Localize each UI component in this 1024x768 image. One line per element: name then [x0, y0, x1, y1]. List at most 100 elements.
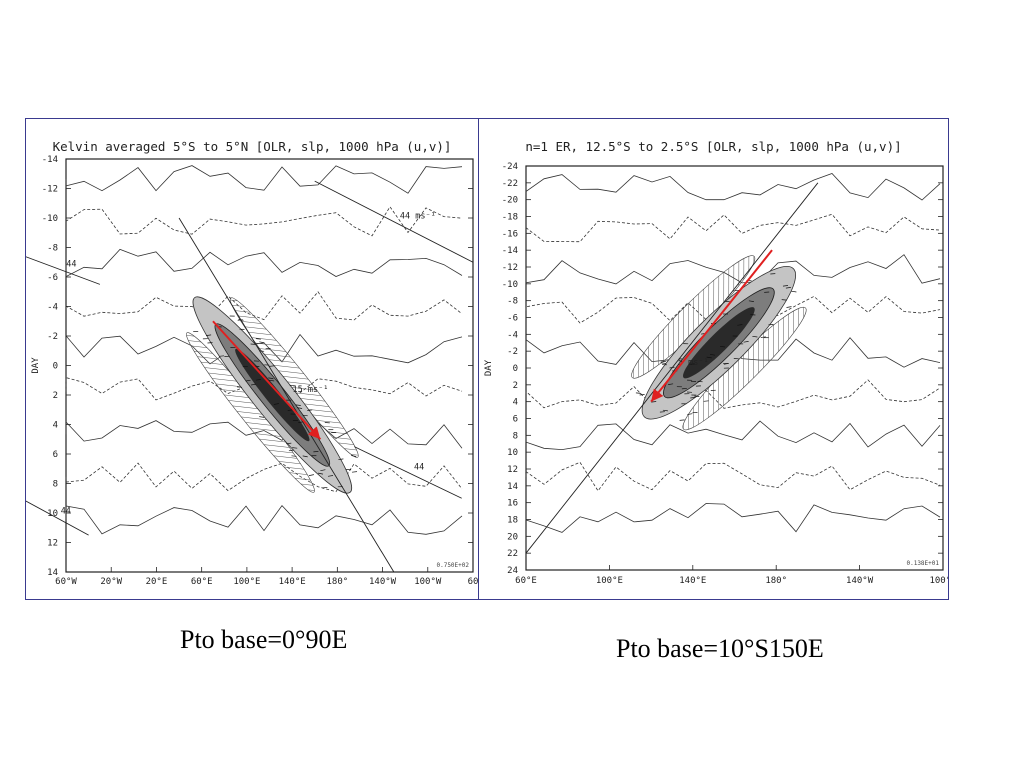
phase-speed-label: 44 ms⁻¹	[400, 212, 436, 222]
y-tick-label: -14	[502, 246, 518, 256]
wind-vector	[679, 419, 685, 421]
x-tick-label: 20°W	[100, 577, 122, 587]
y-tick-label: 6	[513, 415, 518, 425]
wind-vector	[689, 363, 695, 365]
wind-vector	[351, 471, 358, 473]
olr-contour	[65, 504, 463, 535]
y-tick-label: 12	[47, 539, 58, 549]
wind-vector	[639, 394, 645, 396]
wind-vector	[760, 336, 766, 338]
y-tick-label: 24	[507, 566, 518, 576]
shaded-region-dark	[683, 307, 755, 379]
wind-vector	[737, 324, 743, 326]
x-tick-label: 100°E	[596, 576, 623, 586]
wind-vector	[660, 361, 666, 363]
x-tick-label: 60	[468, 577, 478, 587]
y-tick-label: -2	[507, 347, 518, 357]
wind-vector	[288, 449, 294, 452]
x-tick-label: 20°E	[146, 577, 168, 587]
y-tick-label: 8	[513, 431, 518, 441]
y-tick-label: 14	[507, 482, 518, 492]
y-tick-label: 20	[507, 532, 518, 542]
wind-vector	[259, 416, 265, 418]
phase-speed-line	[314, 180, 474, 263]
wind-vector	[302, 455, 308, 458]
phase-speed-label: 44	[414, 462, 424, 472]
phase-speed-line	[178, 217, 395, 573]
vector-scale-label: 0.138E+01	[906, 560, 939, 567]
wind-vector	[291, 455, 297, 457]
wind-vector	[259, 341, 265, 344]
y-tick-label: 4	[513, 398, 518, 408]
x-tick-label: 180°	[326, 577, 348, 587]
wind-vector	[286, 442, 292, 445]
wind-vector	[338, 458, 344, 461]
x-tick-label: 60°W	[55, 577, 77, 587]
y-tick-label: -18	[502, 213, 518, 223]
x-tick-label: 100°W	[414, 577, 442, 587]
wind-vector	[327, 475, 334, 477]
x-tick-label: 60°E	[191, 577, 213, 587]
y-tick-label: -4	[507, 330, 518, 340]
er-chart-title: n=1 ER, 12.5°S to 2.5°S [OLR, slp, 1000 …	[525, 139, 902, 154]
wind-vector	[709, 353, 716, 356]
olr-contour	[65, 206, 463, 237]
phase-speed-label: 5 ms⁻¹	[678, 358, 709, 368]
y-tick-label: 10	[507, 448, 518, 458]
olr-contour	[525, 379, 941, 409]
x-tick-label: 180°	[765, 576, 787, 586]
x-tick-label: 140°E	[679, 576, 706, 586]
wind-vector	[690, 397, 696, 399]
wind-vector	[237, 319, 243, 321]
wind-vector	[302, 414, 308, 417]
y-tick-label: 10	[47, 509, 58, 519]
y-tick-label: 6	[53, 450, 58, 460]
olr-contour	[525, 461, 941, 492]
wind-vector	[255, 379, 261, 381]
shaded-region-dark	[235, 348, 310, 442]
y-tick-label: -12	[42, 185, 58, 195]
wind-vector	[292, 447, 298, 449]
wind-vector	[308, 474, 314, 476]
y-tick-label: 22	[507, 549, 518, 559]
wind-vector	[287, 409, 293, 411]
y-tick-label: -24	[502, 162, 518, 172]
wind-vector	[351, 455, 357, 457]
phase-speed-line	[354, 446, 462, 499]
y-tick-label: 2	[513, 381, 518, 391]
wind-vector	[681, 387, 687, 390]
phase-speed-line	[26, 256, 101, 285]
propagation-arrow	[212, 320, 322, 440]
olr-contour	[65, 462, 463, 493]
vector-scale-label: 0.750E+02	[436, 562, 469, 569]
y-tick-label: 16	[507, 499, 518, 509]
wind-vector	[268, 377, 274, 379]
y-tick-label: -6	[507, 314, 518, 324]
er-hovmoller-plot: 5 ms⁻¹-24-22-20-18-16-14-12-10-8-6-4-202…	[484, 162, 948, 586]
x-tick-label: 140°E	[279, 577, 306, 587]
wind-vector	[668, 383, 674, 385]
wind-vector	[782, 285, 789, 287]
wind-vector	[269, 365, 275, 367]
y-tick-label: -14	[42, 155, 58, 165]
wind-vector	[218, 355, 225, 357]
y-tick-label: 8	[53, 480, 58, 490]
wind-vector	[786, 306, 792, 308]
phase-speed-line	[525, 182, 819, 554]
wind-vector	[785, 287, 791, 289]
olr-contour	[65, 248, 463, 278]
wind-vector	[307, 409, 313, 412]
olr-contour	[525, 213, 941, 243]
y-tick-label: -6	[47, 273, 58, 283]
olr-contour	[525, 503, 941, 533]
y-tick-label: -10	[42, 214, 58, 224]
wind-vector	[635, 392, 641, 394]
y-axis-label: DAY	[31, 357, 41, 374]
y-tick-label: -8	[507, 297, 518, 307]
wind-vector	[660, 362, 666, 364]
phase-speed-line	[26, 500, 89, 536]
y-axis-label: DAY	[484, 359, 494, 376]
wind-vector	[206, 334, 212, 336]
wind-vector	[320, 469, 326, 472]
y-tick-label: 2	[53, 391, 58, 401]
